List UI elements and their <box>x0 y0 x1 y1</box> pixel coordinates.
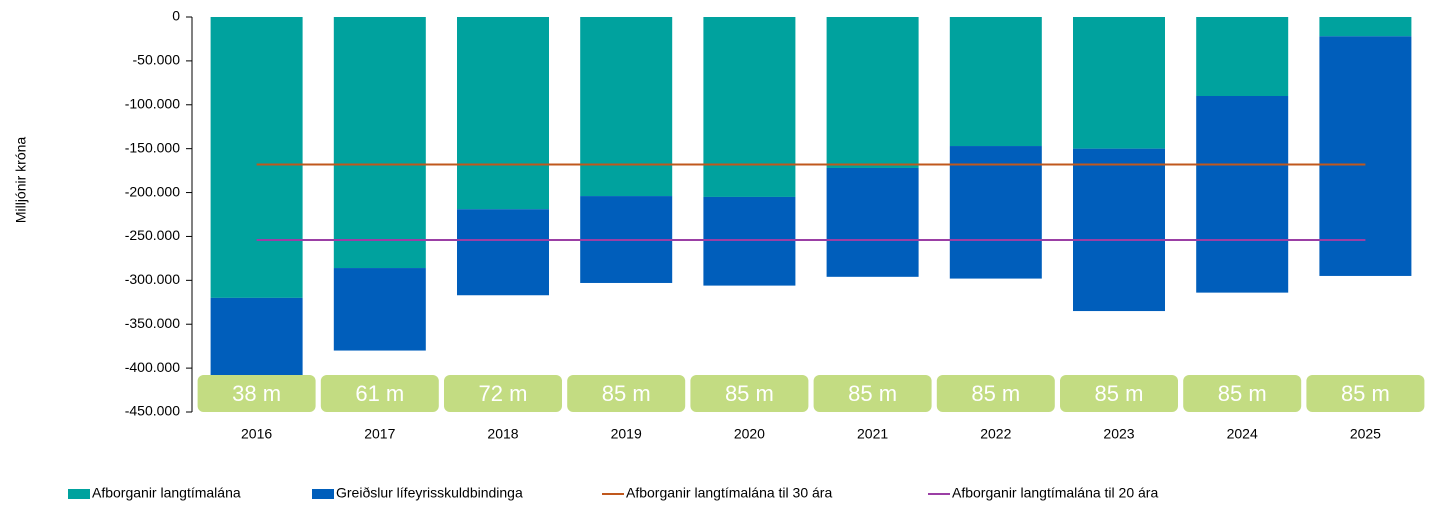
x-tick-label: 2020 <box>734 426 765 442</box>
bar <box>1319 36 1412 276</box>
annotation: 85 m <box>1341 381 1390 406</box>
annotation-box <box>1060 375 1178 412</box>
legend-label: Afborganir langtímalána <box>92 485 241 501</box>
legend-label: Afborganir langtímalána til 30 ára <box>626 485 832 501</box>
bar <box>703 17 796 197</box>
annotation-box <box>690 375 809 412</box>
bar <box>457 17 549 210</box>
annotation-box <box>444 375 562 412</box>
annotation: 85 m <box>602 381 651 406</box>
bar <box>457 209 549 296</box>
bar <box>1196 17 1289 96</box>
annotation-box <box>567 375 686 412</box>
annotation-box <box>320 375 439 412</box>
bar <box>703 196 796 286</box>
y-tick-label: -250.000 <box>125 227 180 243</box>
bar <box>333 268 426 351</box>
bar <box>1073 17 1165 149</box>
y-tick-label: 0 <box>172 8 180 24</box>
annotation-box <box>1306 375 1425 412</box>
y-axis-label: Milljónir króna <box>13 137 29 224</box>
bar <box>826 167 919 277</box>
x-tick-label: 2021 <box>857 426 888 442</box>
bar <box>210 297 303 377</box>
annotation: 85 m <box>848 381 897 406</box>
annotation: 85 m <box>971 381 1020 406</box>
y-tick-label: -400.000 <box>125 359 180 375</box>
annotation: 85 m <box>1095 381 1144 406</box>
y-tick-label: -150.000 <box>125 139 180 155</box>
bar <box>826 17 919 168</box>
bar <box>949 146 1042 279</box>
annotation: 72 m <box>479 381 528 406</box>
bar <box>1073 148 1165 312</box>
legend-label: Greiðslur lífeyrisskuldbindinga <box>336 485 523 501</box>
annotation: 61 m <box>355 381 404 406</box>
legend-swatch <box>312 489 334 499</box>
x-tick-label: 2017 <box>364 426 395 442</box>
x-tick-label: 2025 <box>1350 426 1381 442</box>
x-tick-label: 2024 <box>1227 426 1258 442</box>
annotation: 85 m <box>725 381 774 406</box>
x-tick-label: 2018 <box>487 426 518 442</box>
x-tick-label: 2019 <box>611 426 642 442</box>
annotation-box <box>1183 375 1302 412</box>
bar <box>210 17 303 298</box>
y-tick-label: -50.000 <box>133 52 181 68</box>
x-tick-label: 2022 <box>980 426 1011 442</box>
annotation: 85 m <box>1218 381 1267 406</box>
bar <box>949 17 1042 147</box>
y-tick-label: -450.000 <box>125 403 180 419</box>
y-tick-label: -200.000 <box>125 183 180 199</box>
legend-label: Afborganir langtímalána til 20 ára <box>952 485 1158 501</box>
legend-swatch <box>68 489 90 499</box>
annotation-box <box>936 375 1055 412</box>
bar <box>333 17 426 269</box>
bar <box>1196 96 1289 293</box>
bar <box>1319 17 1412 37</box>
bar <box>580 17 673 197</box>
y-tick-label: -350.000 <box>125 315 180 331</box>
annotation-box <box>813 375 932 412</box>
y-tick-label: -100.000 <box>125 95 180 111</box>
y-tick-label: -300.000 <box>125 271 180 287</box>
x-tick-label: 2023 <box>1103 426 1134 442</box>
annotation-box <box>197 375 316 412</box>
x-tick-label: 2016 <box>241 426 272 442</box>
annotation: 38 m <box>232 381 281 406</box>
